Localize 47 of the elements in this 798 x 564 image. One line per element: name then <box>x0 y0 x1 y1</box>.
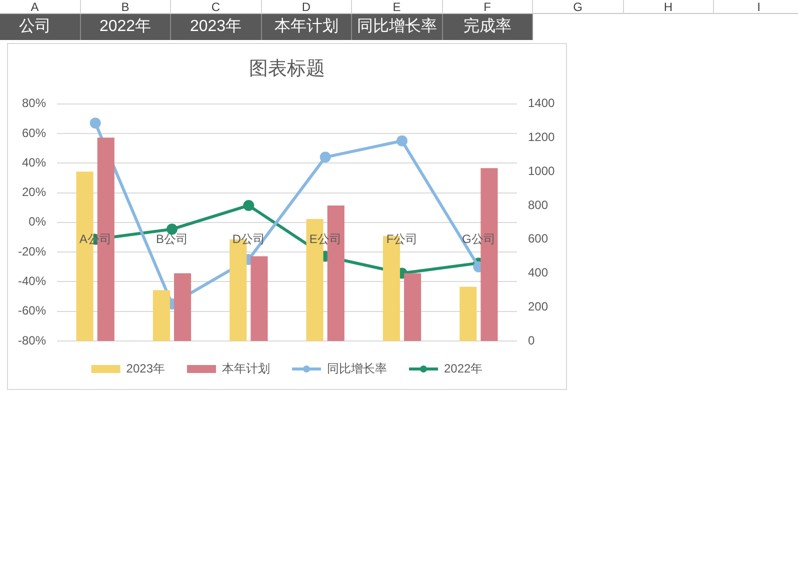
text: 完成率 <box>442 14 533 40</box>
text: A <box>0 0 80 14</box>
y2-tick-label: 1400 <box>528 96 556 110</box>
bar <box>250 256 268 341</box>
text: D <box>262 0 352 14</box>
y2-tick-label: 1200 <box>528 130 556 144</box>
legend-label: 2022年 <box>444 361 483 376</box>
point <box>90 118 101 129</box>
y-tick-label: -20% <box>18 244 46 258</box>
y-tick-label: -40% <box>18 274 46 288</box>
y-tick-label: 20% <box>22 185 46 200</box>
chart-title: 图表标题 <box>249 58 325 80</box>
text: 本年计划 <box>262 14 352 40</box>
legend-label: 同比增长率 <box>327 361 387 376</box>
point <box>396 135 408 146</box>
point <box>243 200 254 211</box>
text: 2023年 <box>171 14 262 40</box>
text: 2022年 <box>80 14 171 40</box>
bar <box>152 290 170 341</box>
point <box>320 152 331 163</box>
y-tick-label: -80% <box>18 333 46 348</box>
y-tick-label: 60% <box>22 126 46 140</box>
y-tick-label: 40% <box>22 155 46 170</box>
text: F <box>442 0 533 14</box>
y2-tick-label: 0 <box>528 333 535 348</box>
y-tick-label: 0% <box>28 214 46 229</box>
text: E <box>352 0 442 14</box>
x-tick-label: B公司 <box>156 232 188 246</box>
y-tick-label: -60% <box>18 304 46 318</box>
text: C <box>171 0 262 14</box>
legend-label: 本年计划 <box>222 361 270 376</box>
y2-tick-label: 600 <box>528 232 548 246</box>
bar <box>460 286 477 341</box>
y2-tick-label: 400 <box>528 266 548 280</box>
bar <box>404 273 422 341</box>
text: G <box>533 0 624 14</box>
text: H <box>624 0 714 14</box>
y2-tick-label: 800 <box>528 198 548 212</box>
legend-label: 2023年 <box>126 361 166 376</box>
text: 公司 <box>0 14 80 40</box>
y-tick-label: 80% <box>22 96 46 110</box>
y2-tick-label: 1000 <box>528 164 556 178</box>
text: B <box>80 0 171 14</box>
text: 同比增长率 <box>352 14 442 40</box>
y2-tick-label: 200 <box>528 299 548 314</box>
text: I <box>714 0 798 14</box>
bar <box>174 273 192 341</box>
